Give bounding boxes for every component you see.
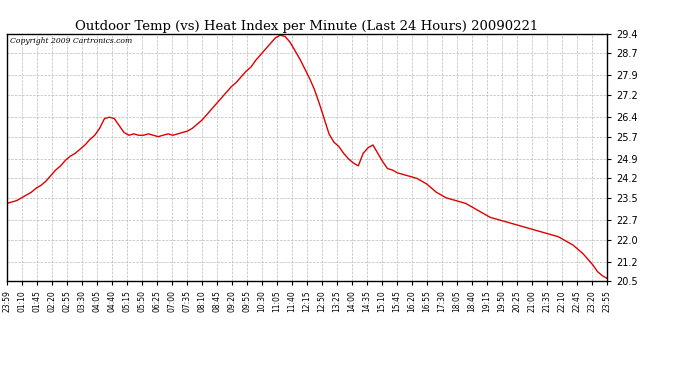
Title: Outdoor Temp (vs) Heat Index per Minute (Last 24 Hours) 20090221: Outdoor Temp (vs) Heat Index per Minute …	[75, 20, 539, 33]
Text: Copyright 2009 Cartronics.com: Copyright 2009 Cartronics.com	[10, 38, 132, 45]
